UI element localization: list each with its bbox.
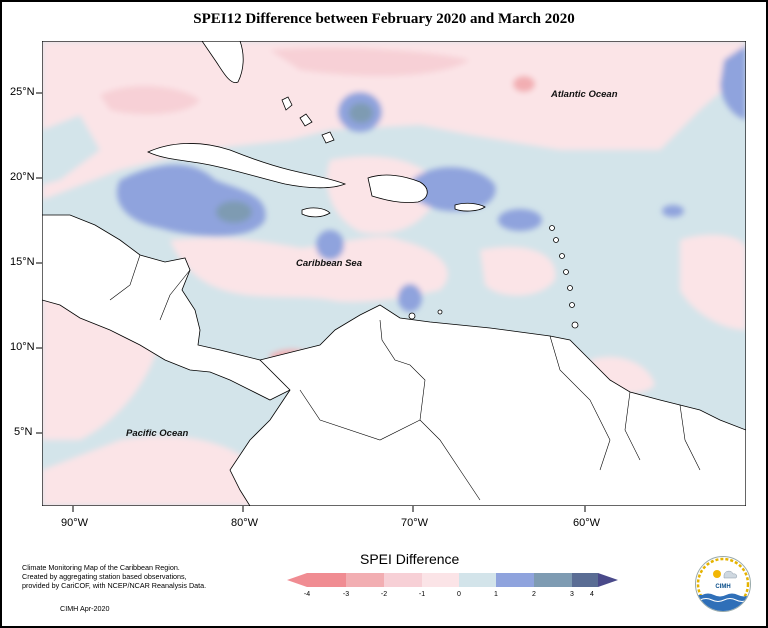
legend-tick: -4 [303,591,311,598]
anomaly-area-wetter [410,167,496,212]
legend-tick: 3 [570,591,574,598]
cimh-logo: CIMH [695,556,751,612]
logo-text: CIMH [715,584,731,590]
land-lesser-antilles [569,302,575,308]
lon-label: 60°W [573,517,601,529]
legend-tick: -3 [342,591,350,598]
lat-label: 5°N [14,426,33,438]
legend-tick: 2 [532,591,536,598]
land-cuba [147,143,347,189]
legend-tick: 4 [590,591,594,598]
legend-swatch [534,573,572,587]
axis-ticks [36,92,586,512]
map-title: SPEI12 Difference between February 2020 … [193,11,575,27]
lat-label: 20°N [10,171,35,183]
footnote-line: Created by aggregating station based obs… [22,572,187,581]
legend-swatch [572,573,598,587]
pacific-ocean-label: Pacific Ocean [126,428,189,439]
land-bahamas [321,131,335,144]
legend-swatch [346,573,384,587]
lat-label: 25°N [10,86,35,98]
land-lesser-antilles [567,285,573,291]
cloud-icon [723,570,738,579]
legend-swatch [496,573,534,587]
legend-colorbar [287,573,618,587]
land-jamaica [301,207,331,218]
lon-label: 70°W [401,517,429,529]
anomaly-area-wetter [349,103,373,123]
anomaly-area-wetter [316,230,344,260]
land-bahamas [281,96,293,111]
anomaly-area-wetter [720,45,746,120]
land-lesser-antilles [549,225,555,231]
landmasses [42,41,746,506]
caribbean-sea-label: Caribbean Sea [296,258,362,269]
anomaly-area-wetter [398,284,422,312]
legend-arrow-high [598,573,618,587]
legend-swatch [384,573,422,587]
anomaly-area-north-drier [270,47,470,76]
anomaly-area-wetter [498,209,542,231]
anomaly-area-wetter [216,201,252,223]
legend-arrow-low [287,573,307,587]
land-hispaniola [367,174,428,203]
legend-swatch [422,573,459,587]
footnote: Climate Monitoring Map of the Caribbean … [22,563,206,590]
lon-label: 80°W [231,517,259,529]
land-lesser-antilles [563,269,569,275]
land-south-america [229,304,746,506]
footnote-line: provided by CariCOF, with NCEP/NCAR Rean… [22,581,207,590]
land-abc-islands [437,309,443,315]
lat-label: 10°N [10,341,35,353]
logo-emblem [696,557,750,611]
land-bahamas [299,113,313,127]
footnote-line: Climate Monitoring Map of the Caribbean … [22,563,180,572]
legend-tick: -2 [380,591,388,598]
credit-text: CIMH Apr-2020 [60,604,110,613]
anomaly-area-north-drier [42,41,746,200]
anomaly-area-east-drier [680,234,746,330]
land-lesser-antilles [559,253,565,259]
atlantic-ocean-label: Atlantic Ocean [551,89,618,100]
anomaly-area-central-drier [480,246,556,296]
anomaly-area-pacific-drier [42,436,260,506]
wave-icon [696,593,750,611]
legend-swatch [459,573,496,587]
land-puerto-rico [454,202,486,212]
land-abc-islands [408,312,416,320]
anomaly-area-north-drier [100,85,200,115]
lat-label: 15°N [10,256,35,268]
legend-tick: -1 [418,591,426,598]
sun-icon [713,570,721,578]
legend-tick: 1 [494,591,498,598]
country-borders [109,254,701,501]
land-lesser-antilles [553,237,559,243]
anomaly-area-wetter [662,205,684,217]
anomaly-area-north-drier [513,76,535,92]
land-florida [201,41,244,84]
land-lesser-antilles [571,321,579,329]
legend-title: SPEI Difference [360,551,460,567]
lon-label: 90°W [61,517,89,529]
anomaly-area-gulf-neutral [42,115,100,185]
legend-swatch [307,573,346,587]
legend-tick: 0 [457,591,461,598]
anomaly-area-central-drier [170,236,448,302]
